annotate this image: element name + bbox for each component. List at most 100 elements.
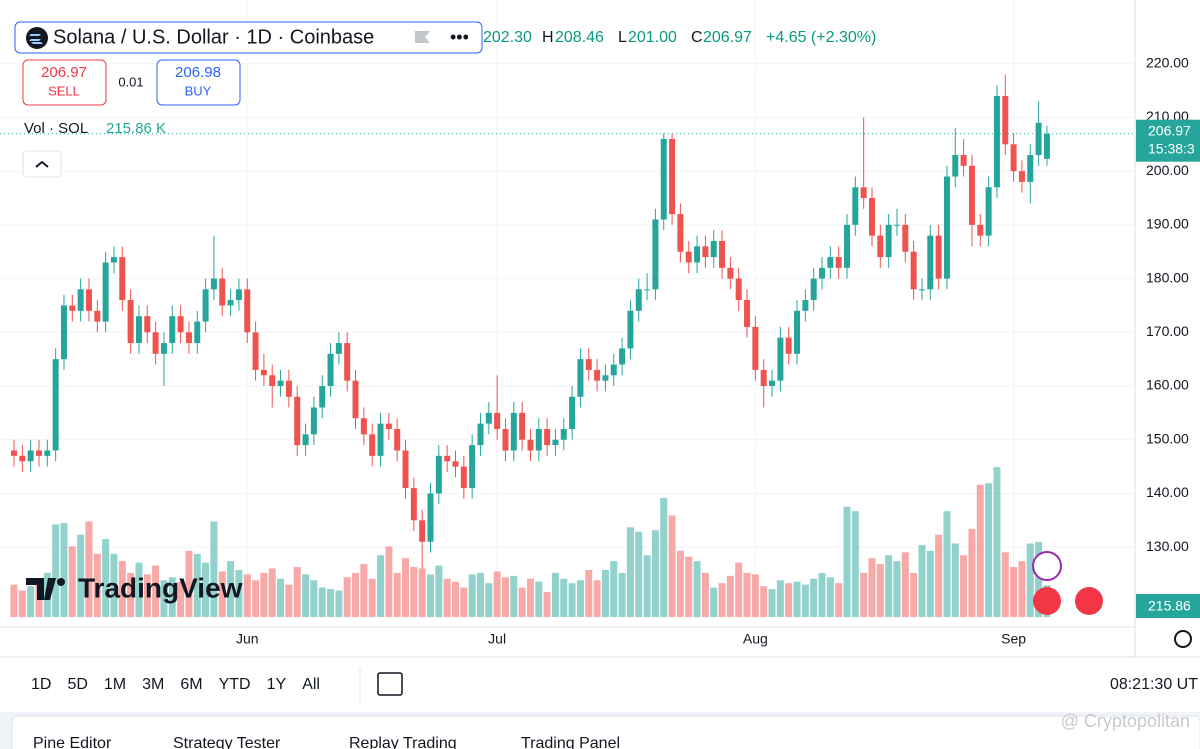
bottom-tab[interactable]: Replay Trading — [349, 735, 457, 749]
logo-mark — [26, 578, 56, 600]
flag-event-icon[interactable] — [1033, 587, 1061, 615]
volume-bar — [260, 572, 268, 617]
volume-bar — [193, 553, 201, 617]
volume-bar — [793, 581, 801, 617]
candle-body — [985, 187, 992, 236]
range-button[interactable]: 5D — [67, 676, 87, 693]
volume-bar — [293, 567, 301, 617]
range-button[interactable]: 3M — [142, 676, 164, 693]
candle-body — [619, 348, 626, 365]
candle-body — [652, 219, 659, 290]
event-icon[interactable] — [1032, 551, 1062, 581]
candle-body — [860, 187, 867, 199]
candle-body — [702, 246, 709, 258]
candle-body — [835, 257, 842, 268]
candle-body — [377, 423, 384, 456]
volume-bar — [651, 530, 659, 617]
volume-bar — [493, 571, 501, 617]
candle-body — [310, 407, 317, 435]
volume-bar — [676, 550, 684, 617]
range-bar: 1D 5D 1M 3M 6M YTD 1Y All — [31, 676, 320, 693]
range-button[interactable]: 6M — [180, 676, 202, 693]
candle-body — [552, 439, 559, 446]
y-tick-label: 160.00 — [1146, 377, 1189, 393]
sell-button[interactable] — [22, 59, 107, 106]
ohlc-c-label: C — [691, 29, 703, 46]
flag-event-icon[interactable] — [1075, 587, 1103, 615]
candle-body — [744, 300, 751, 327]
range-button[interactable]: 1M — [104, 676, 126, 693]
buy-button[interactable] — [156, 59, 241, 106]
candle-body — [785, 337, 792, 354]
volume-bar — [826, 577, 834, 617]
x-tick-label: Sep — [1001, 631, 1026, 647]
candle-body — [385, 423, 392, 429]
volume-bar — [801, 584, 809, 617]
candle-body — [802, 300, 809, 311]
collapse-icon — [35, 160, 49, 168]
range-button[interactable]: YTD — [219, 676, 251, 693]
candle-body — [893, 224, 900, 226]
bottom-tab[interactable]: Trading Panel — [521, 735, 620, 749]
volume-bar — [526, 578, 534, 617]
more-icon[interactable]: ••• — [450, 27, 469, 47]
candle-body — [194, 321, 201, 344]
settings-icon[interactable] — [1174, 630, 1192, 648]
volume-bar — [585, 569, 593, 617]
calendar-icon[interactable] — [377, 672, 403, 696]
candle-body — [252, 332, 259, 370]
candle-body — [844, 224, 850, 268]
range-button[interactable]: 1Y — [267, 676, 287, 693]
candle-body — [760, 369, 767, 387]
candle-body — [777, 337, 784, 381]
candle-body — [144, 316, 151, 333]
volume-bar — [152, 565, 160, 617]
logo-dot — [57, 578, 65, 586]
volume-bar — [485, 583, 493, 617]
last-price-box — [1136, 119, 1200, 162]
candle-body — [868, 198, 875, 236]
bottom-tab[interactable]: Strategy Tester — [173, 735, 281, 749]
candle-body — [460, 466, 467, 489]
flag-icon[interactable] — [415, 31, 430, 43]
candle-body — [594, 369, 601, 381]
volume-bar — [668, 515, 676, 617]
bottom-tab[interactable]: Pine Editor — [33, 735, 112, 749]
volume-bar — [93, 553, 101, 617]
symbol-icon — [26, 27, 48, 49]
symbol-box[interactable] — [14, 21, 483, 54]
candle-body — [169, 316, 176, 344]
candle-body — [435, 455, 442, 494]
volume-legend-value: 215.86 K — [106, 120, 166, 137]
range-button[interactable]: 1D — [31, 676, 51, 693]
volume-bar — [135, 562, 143, 617]
candle-body — [577, 359, 584, 397]
candle-body — [610, 364, 617, 376]
volume-legend-label: Vol · SOL — [24, 120, 88, 137]
range-button[interactable]: All — [302, 676, 320, 693]
candle-body — [494, 412, 501, 429]
candle-body — [11, 450, 17, 456]
collapse-button[interactable] — [22, 150, 62, 178]
candle-body — [127, 300, 134, 344]
volume-bar — [302, 574, 310, 617]
candle-body — [727, 267, 734, 279]
candle-body — [1018, 171, 1025, 182]
candle-body — [877, 235, 884, 258]
volume-bar — [77, 534, 85, 617]
volume-bar — [335, 590, 343, 617]
candle-body — [210, 278, 217, 290]
candle-body — [452, 461, 459, 467]
candle-body — [469, 445, 476, 489]
candle-body — [935, 235, 942, 279]
x-tick-label: Jul — [488, 631, 506, 647]
volume-bar — [751, 574, 759, 617]
volume-bar — [60, 522, 68, 617]
volume-bar — [735, 562, 743, 617]
tabs-panel — [11, 715, 1200, 749]
candle-body — [94, 310, 101, 322]
candle-body — [602, 375, 609, 381]
volume-bar — [476, 572, 484, 617]
candle-body — [369, 434, 376, 456]
